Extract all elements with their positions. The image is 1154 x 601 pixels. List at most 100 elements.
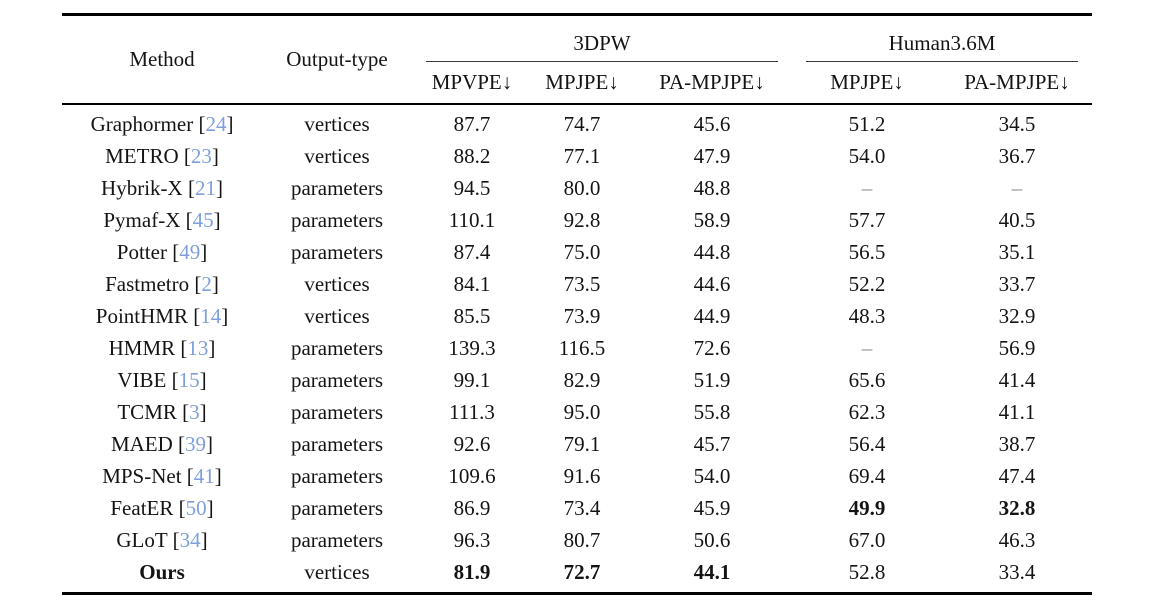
value-cell: 92.8: [563, 207, 601, 232]
table-row: Potter [49] parameters 87.4 75.0 44.8 56.5 35.…: [62, 236, 1092, 268]
value-cell: 50.6: [693, 527, 731, 552]
col-header-pa-mpjpe-3dpw: PA-MPJPE↓: [632, 62, 792, 105]
citation-link[interactable]: 14: [200, 303, 222, 328]
citation-link[interactable]: 39: [185, 431, 207, 456]
table-row: HMMR [13] parameters 139.3 116.5 72.6 – 56.9: [62, 332, 1092, 364]
value-cell: 73.9: [563, 303, 601, 328]
citation-link[interactable]: 15: [178, 367, 200, 392]
value-cell: 58.9: [693, 207, 731, 232]
value-cell: 77.1: [563, 143, 601, 168]
value-cell: 33.7: [998, 271, 1036, 296]
value-cell: 44.9: [693, 303, 731, 328]
table-row: VIBE [15] parameters 99.1 82.9 51.9 65.6 41.4: [62, 364, 1092, 396]
value-cell: 56.5: [848, 239, 886, 264]
citation-link[interactable]: 13: [187, 335, 209, 360]
output-type-cell: parameters: [290, 367, 384, 392]
value-cell: 67.0: [848, 527, 886, 552]
citation-link[interactable]: 45: [192, 207, 214, 232]
output-type-cell: parameters: [290, 399, 384, 424]
value-cell: 41.1: [998, 399, 1036, 424]
col-header-mpjpe-3dpw: MPJPE↓: [532, 62, 632, 105]
col-header-pa-mpjpe-h36m: PA-MPJPE↓: [942, 62, 1092, 105]
value-cell: 80.0: [563, 175, 601, 200]
value-cell: 62.3: [848, 399, 886, 424]
value-cell: 46.3: [998, 527, 1036, 552]
value-cell: 88.2: [453, 143, 491, 168]
col-header-method: Method: [62, 14, 262, 105]
method-cell: GLoT [34]: [116, 527, 208, 552]
value-cell: 45.9: [693, 495, 731, 520]
output-type-cell: parameters: [290, 495, 384, 520]
value-cell: 34.5: [998, 111, 1036, 136]
value-cell: 32.9: [998, 303, 1036, 328]
value-cell: 45.6: [693, 111, 731, 136]
results-table-container: Method Output-type 3DPW Human3.6M MPVPE↓…: [62, 13, 1092, 595]
value-cell: 94.5: [453, 175, 491, 200]
table-row: FeatER [50] parameters 86.9 73.4 45.9 49.9 32.…: [62, 492, 1092, 524]
value-cell: 96.3: [453, 527, 491, 552]
header-row-groups: Method Output-type 3DPW Human3.6M: [62, 14, 1092, 105]
table-row: MPS-Net [41] parameters 109.6 91.6 54.0 69.4 4…: [62, 460, 1092, 492]
output-type-cell: parameters: [290, 431, 384, 456]
citation-link[interactable]: 50: [185, 495, 207, 520]
value-cell: 69.4: [848, 463, 886, 488]
value-cell: 38.7: [998, 431, 1036, 456]
citation-link[interactable]: 41: [193, 463, 215, 488]
method-cell: Potter [49]: [116, 239, 208, 264]
value-cell: 75.0: [563, 239, 601, 264]
method-cell: METRO [23]: [105, 143, 219, 168]
value-cell: 84.1: [453, 271, 491, 296]
method-cell: HMMR [13]: [108, 335, 216, 360]
method-cell: Hybrik-X [21]: [101, 175, 223, 200]
value-cell: 55.8: [693, 399, 731, 424]
value-cell: 44.8: [693, 239, 731, 264]
table-row: Fastmetro [2] vertices 84.1 73.5 44.6 52.2 33.…: [62, 268, 1092, 300]
value-cell: 65.6: [848, 367, 886, 392]
method-cell: Graphormer [24]: [90, 111, 234, 136]
method-cell: PointHMR [14]: [95, 303, 229, 328]
citation-link[interactable]: 2: [201, 271, 212, 296]
value-cell: 47.4: [998, 463, 1036, 488]
group-header-human36m-label: Human3.6M: [806, 31, 1078, 62]
value-cell: –: [861, 335, 873, 360]
header-row-metrics: MPVPE↓ MPJPE↓ PA-MPJPE↓ MPJPE↓ PA-MPJPE↓: [62, 62, 1092, 105]
table-body: Graphormer [24] vertices 87.7 74.7 45.6 51.2 3…: [62, 104, 1092, 594]
table-row: Hybrik-X [21] parameters 94.5 80.0 48.8 – –: [62, 172, 1092, 204]
value-cell: 87.7: [453, 111, 491, 136]
value-cell: 111.3: [449, 399, 495, 424]
method-cell: TCMR [3]: [117, 399, 207, 424]
table-header: Method Output-type 3DPW Human3.6M MPVPE↓…: [62, 14, 1092, 105]
value-cell: 52.8: [848, 559, 886, 584]
citation-link[interactable]: 49: [179, 239, 201, 264]
value-cell: 73.5: [563, 271, 601, 296]
value-cell: 47.9: [693, 143, 731, 168]
value-cell: 33.4: [998, 559, 1036, 584]
value-cell: 80.7: [563, 527, 601, 552]
value-cell: 82.9: [563, 367, 601, 392]
group-header-human36m: Human3.6M: [792, 15, 1092, 62]
value-cell: 54.0: [693, 463, 731, 488]
value-cell: 110.1: [448, 207, 496, 232]
method-cell: MPS-Net [41]: [102, 463, 222, 488]
value-cell: 44.1: [693, 559, 731, 584]
table-row: Pymaf-X [45] parameters 110.1 92.8 58.9 57.7 4…: [62, 204, 1092, 236]
value-cell: –: [1011, 175, 1023, 200]
table-row: MAED [39] parameters 92.6 79.1 45.7 56.4 38.7: [62, 428, 1092, 460]
value-cell: 72.6: [693, 335, 731, 360]
citation-link[interactable]: 3: [189, 399, 200, 424]
output-type-cell: parameters: [290, 463, 384, 488]
value-cell: 40.5: [998, 207, 1036, 232]
value-cell: 35.1: [998, 239, 1036, 264]
value-cell: 73.4: [563, 495, 601, 520]
value-cell: 85.5: [453, 303, 491, 328]
citation-link[interactable]: 24: [205, 111, 227, 136]
value-cell: 87.4: [453, 239, 491, 264]
value-cell: 51.2: [848, 111, 886, 136]
value-cell: 79.1: [563, 431, 601, 456]
output-type-cell: vertices: [304, 559, 370, 584]
output-type-cell: parameters: [290, 335, 384, 360]
citation-link[interactable]: 21: [194, 175, 216, 200]
citation-link[interactable]: 23: [190, 143, 212, 168]
value-cell: 49.9: [848, 495, 886, 520]
citation-link[interactable]: 34: [179, 527, 201, 552]
